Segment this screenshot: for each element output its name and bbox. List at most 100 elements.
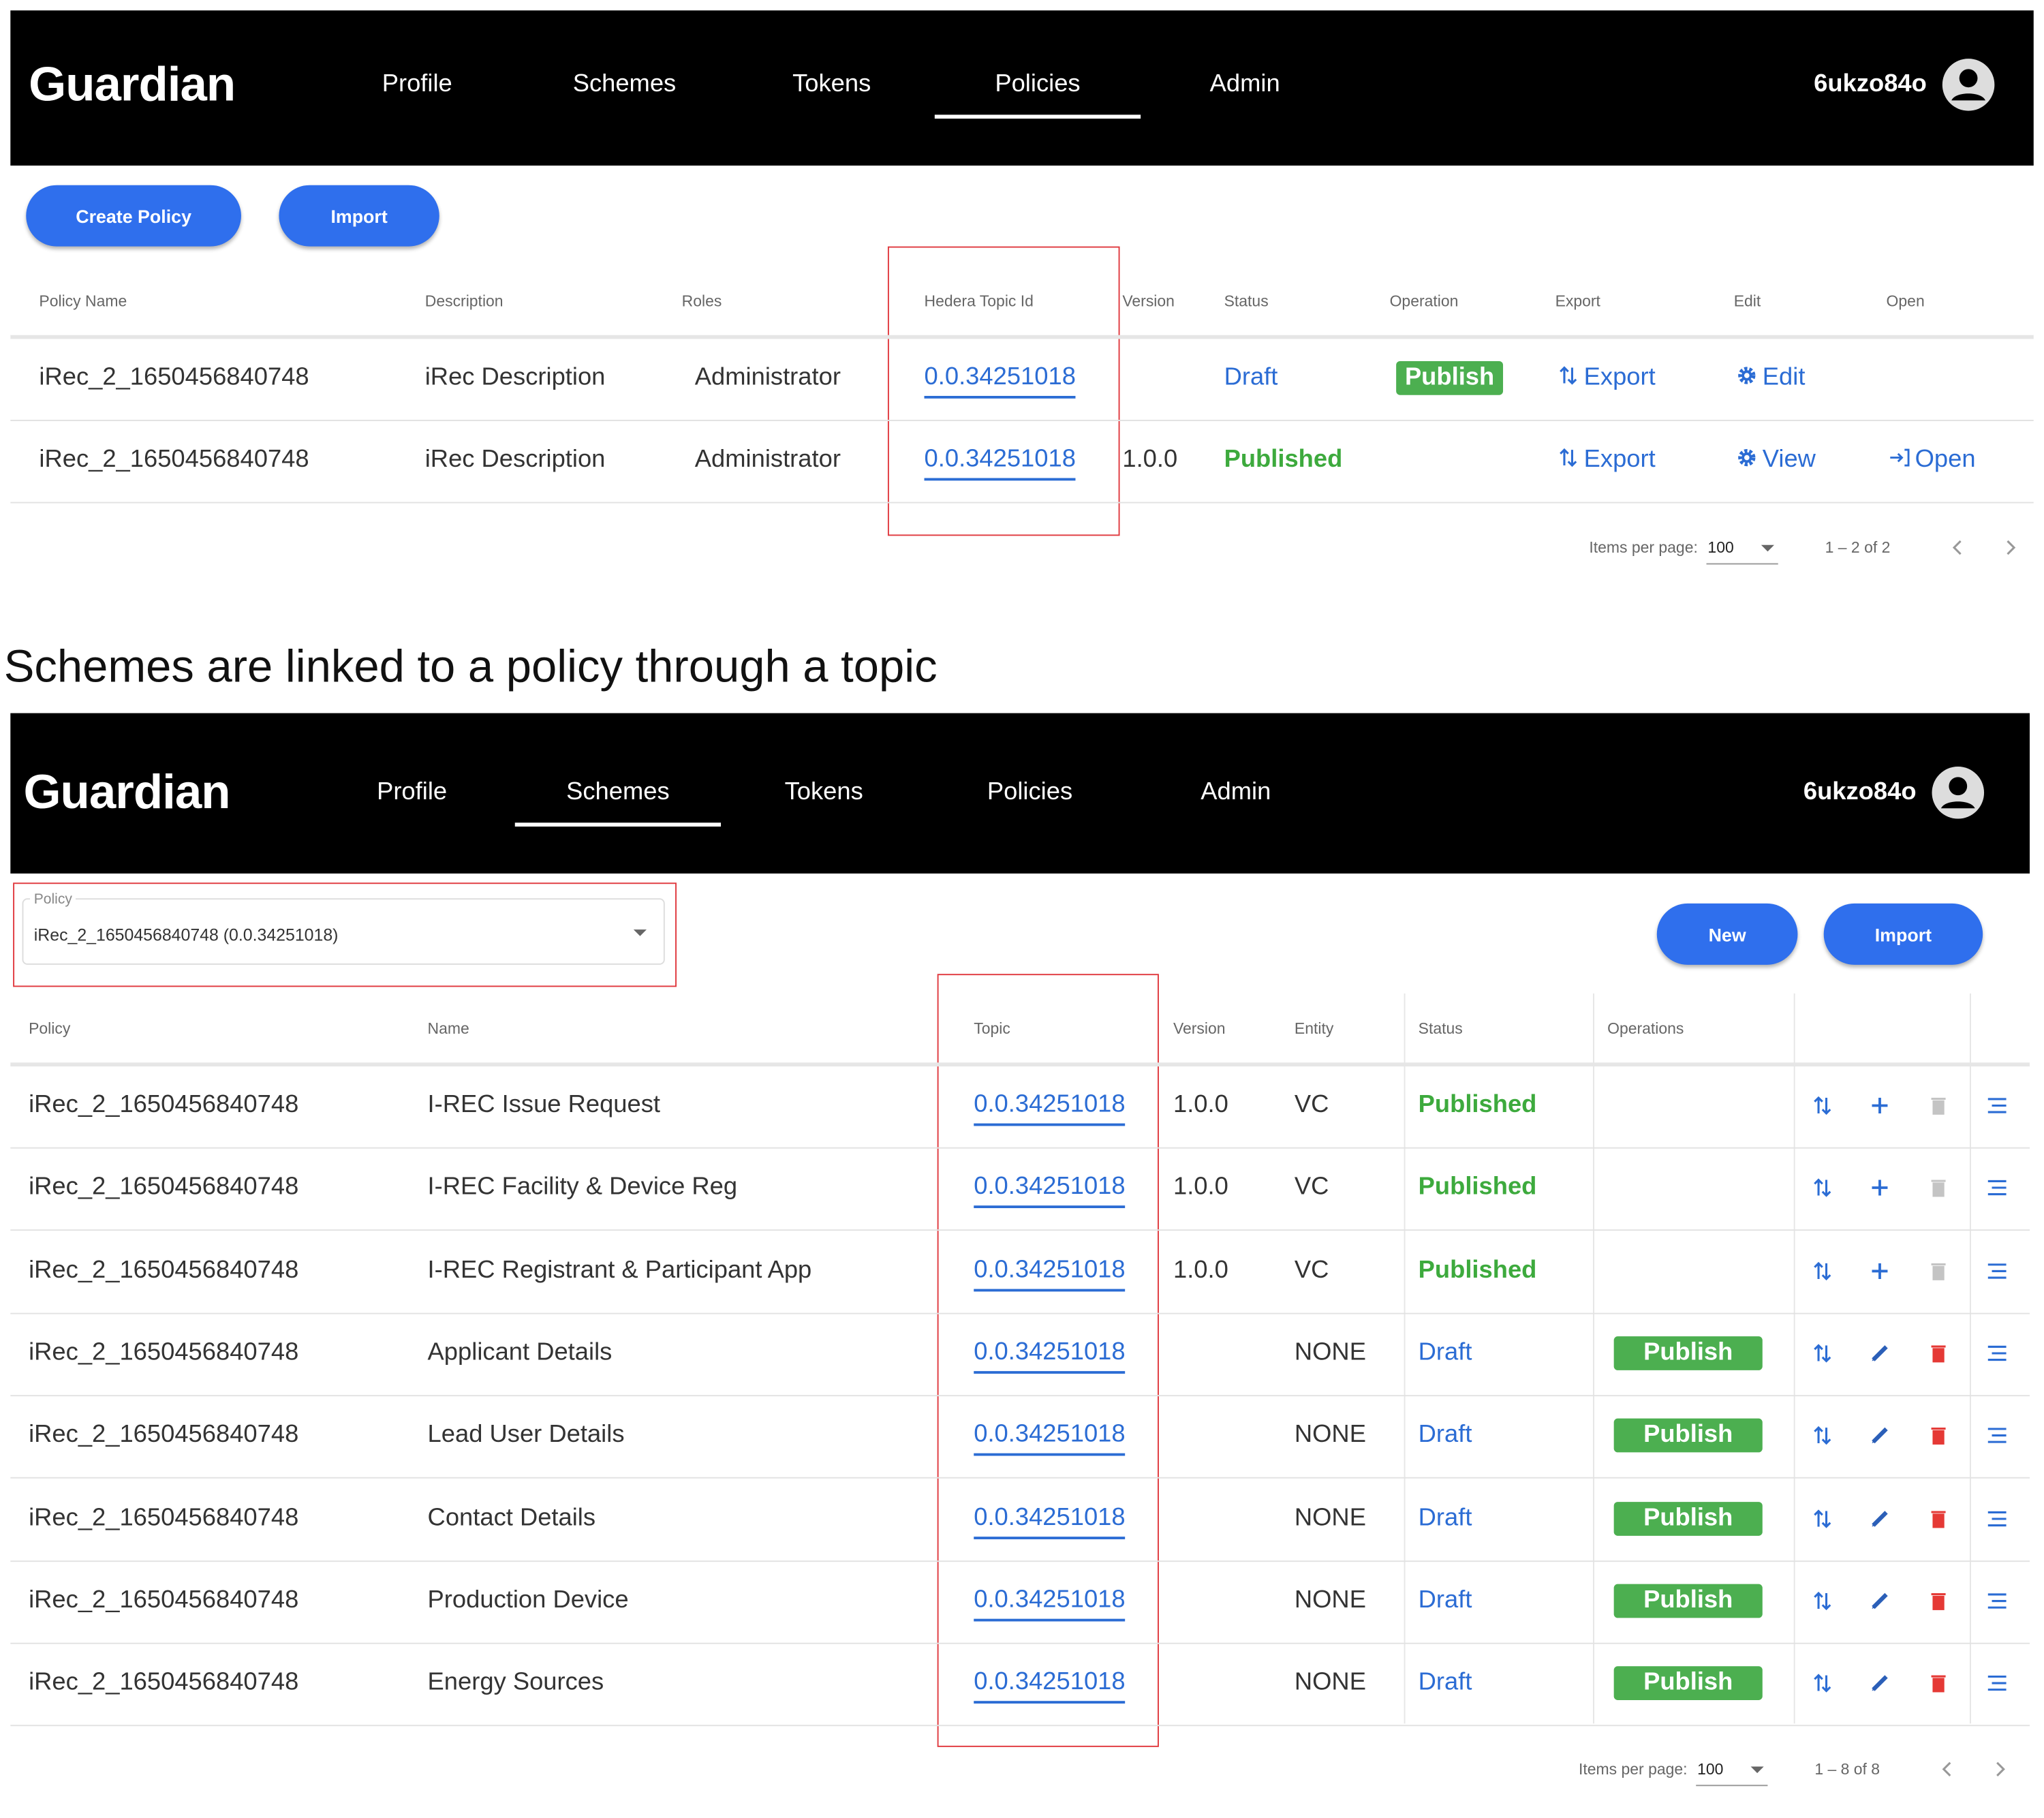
open-icon[interactable] [1889,447,1910,468]
menu-icon[interactable] [1987,1095,2008,1116]
policy: iRec_2_1650456840748 [29,1091,299,1119]
publish-label[interactable]: Publish [1643,1421,1733,1449]
export-link[interactable]: Export [1583,363,1656,391]
export-icon[interactable] [1812,1673,1833,1694]
column-header: Status [1224,292,1269,311]
button[interactable] [279,185,439,247]
nav-link[interactable]: Admin [1209,70,1280,98]
pencil-icon[interactable] [1870,1426,1891,1447]
trash-icon[interactable] [1928,1590,1949,1612]
left-icon[interactable] [1947,537,1968,558]
trash-icon[interactable] [1928,1673,1949,1694]
topic-link[interactable]: 0.0.34251018 [974,1091,1126,1126]
publish-button[interactable] [1613,1336,1763,1370]
nav-link[interactable]: Tokens [792,70,871,98]
topic-link[interactable]: 0.0.34251018 [974,1256,1126,1291]
caret-icon[interactable] [1747,1759,1768,1780]
publish-button[interactable] [1613,1584,1763,1618]
pencil-icon[interactable] [1870,1590,1891,1612]
plus-icon[interactable] [1870,1260,1891,1281]
left-icon[interactable] [1937,1759,1958,1780]
row-divider [10,420,2034,421]
edit-link[interactable]: Edit [1762,363,1806,391]
trash-icon[interactable] [1928,1426,1949,1447]
button[interactable] [26,185,241,247]
topic-link[interactable]: 0.0.34251018 [974,1173,1126,1209]
publish-button[interactable] [1613,1501,1763,1535]
topic-link[interactable]: 0.0.34251018 [974,1669,1126,1704]
paginator-label: Items per page: [1579,1759,1688,1778]
plus-icon[interactable] [1870,1095,1891,1116]
menu-icon[interactable] [1987,1673,2008,1694]
pencil-icon[interactable] [1870,1508,1891,1529]
export-icon[interactable] [1812,1342,1833,1364]
right-icon[interactable] [2000,537,2021,558]
nav-link[interactable]: Tokens [784,778,863,806]
nav-link[interactable]: Policies [995,70,1081,98]
trash-icon[interactable] [1928,1508,1949,1529]
publish-label[interactable]: Publish [1643,1503,1733,1532]
nav-link[interactable]: Schemes [566,778,670,806]
button-label[interactable]: Import [330,205,388,226]
topic-link[interactable]: 0.0.34251018 [924,446,1076,481]
export-icon[interactable] [1558,365,1579,386]
caret-icon[interactable] [630,922,651,943]
topic-link[interactable]: 0.0.34251018 [974,1586,1126,1622]
name: I-REC Facility & Device Reg [427,1173,738,1201]
open-link[interactable]: Open [1915,446,1976,474]
nav-link[interactable]: Admin [1201,778,1271,806]
pencil-icon[interactable] [1870,1673,1891,1694]
avatar[interactable] [1931,765,1985,820]
avatar[interactable] [1941,57,1996,112]
gear-icon[interactable] [1737,447,1758,468]
name: Lead User Details [427,1421,625,1449]
button[interactable] [1823,903,1983,965]
page-size[interactable]: 100 [1697,1759,1724,1778]
trash-icon[interactable] [1928,1342,1949,1364]
menu-icon[interactable] [1987,1590,2008,1612]
page-size[interactable]: 100 [1707,538,1734,557]
select-field[interactable] [22,898,665,965]
export-icon[interactable] [1812,1590,1833,1612]
button[interactable] [1656,903,1798,965]
nav-link[interactable]: Schemes [572,70,677,98]
edit-link[interactable]: View [1762,446,1816,474]
export-icon[interactable] [1812,1426,1833,1447]
export-icon[interactable] [1558,447,1579,468]
menu-icon[interactable] [1987,1177,2008,1199]
nav-link[interactable]: Policies [987,778,1073,806]
export-icon[interactable] [1812,1260,1833,1281]
publish-button[interactable] [1396,360,1504,395]
nav-link[interactable]: Profile [377,778,448,806]
publish-label[interactable]: Publish [1643,1669,1733,1697]
caret-icon[interactable] [1757,537,1778,558]
button-label[interactable]: Create Policy [76,205,191,226]
topic-link[interactable]: 0.0.34251018 [974,1503,1126,1539]
button-label[interactable]: Import [1874,923,1932,945]
field-value[interactable]: iRec_2_1650456840748 (0.0.34251018) [33,925,339,945]
publish-button[interactable] [1613,1419,1763,1453]
publish-label[interactable]: Publish [1643,1586,1733,1614]
topic-link[interactable]: 0.0.34251018 [974,1338,1126,1374]
menu-icon[interactable] [1987,1342,2008,1364]
button-label[interactable]: New [1708,923,1746,945]
export-icon[interactable] [1812,1508,1833,1529]
export-link[interactable]: Export [1583,446,1656,474]
topic-link[interactable]: 0.0.34251018 [924,363,1076,399]
publish-label[interactable]: Publish [1643,1338,1733,1366]
pencil-icon[interactable] [1870,1342,1891,1364]
name: Energy Sources [427,1669,604,1697]
menu-icon[interactable] [1987,1426,2008,1447]
right-icon[interactable] [1989,1759,2011,1780]
policy: iRec_2_1650456840748 [29,1586,299,1614]
export-icon[interactable] [1812,1177,1833,1199]
gear-icon[interactable] [1737,365,1758,386]
publish-button[interactable] [1613,1666,1763,1701]
menu-icon[interactable] [1987,1508,2008,1529]
topic-link[interactable]: 0.0.34251018 [974,1421,1126,1456]
plus-icon[interactable] [1870,1177,1891,1199]
export-icon[interactable] [1812,1095,1833,1116]
menu-icon[interactable] [1987,1260,2008,1281]
nav-link[interactable]: Profile [382,70,452,98]
publish-label[interactable]: Publish [1404,363,1495,391]
